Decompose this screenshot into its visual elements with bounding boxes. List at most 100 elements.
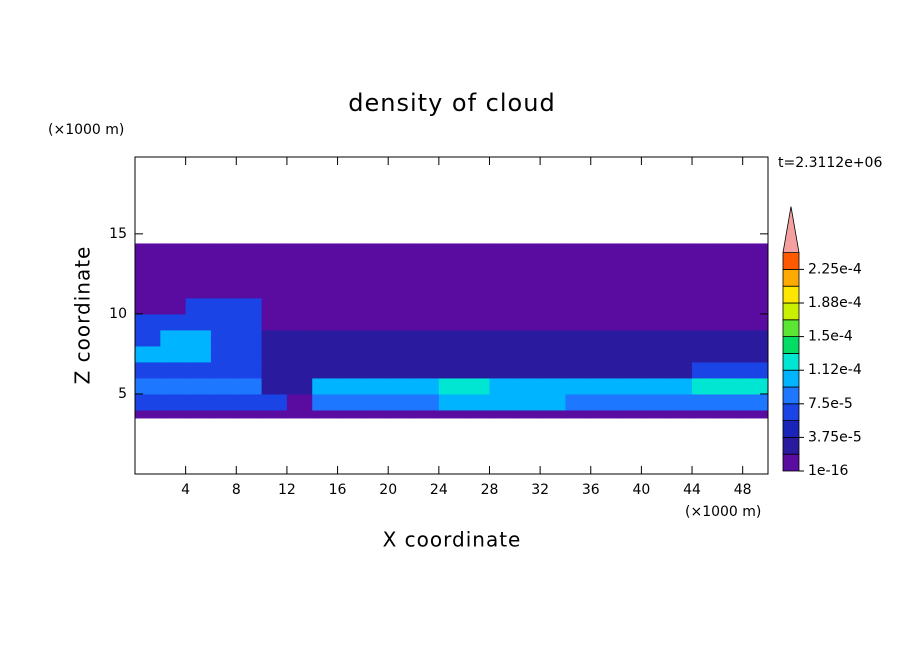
field-cell bbox=[464, 409, 490, 419]
field-cell bbox=[312, 377, 339, 395]
field-cell bbox=[540, 393, 566, 411]
x-axis-label: X coordinate bbox=[383, 528, 522, 552]
field-cell bbox=[337, 281, 364, 299]
field-cell bbox=[337, 313, 364, 331]
field-cell bbox=[590, 409, 617, 419]
field-cell bbox=[616, 377, 642, 395]
field-cell bbox=[312, 345, 339, 363]
field-cell bbox=[616, 281, 642, 299]
field-cell bbox=[185, 345, 212, 363]
y-tick-label: 5 bbox=[118, 386, 127, 402]
field-cell bbox=[489, 265, 516, 283]
field-cell bbox=[185, 393, 212, 411]
colorbar-band bbox=[782, 252, 800, 270]
field-cell bbox=[438, 393, 465, 411]
field-cell bbox=[312, 329, 339, 347]
colorbar-tick-label: 2.25e-4 bbox=[808, 261, 862, 277]
field-cell bbox=[312, 265, 339, 283]
colorbar-tick-label: 1e-16 bbox=[808, 463, 848, 479]
field-cell bbox=[337, 377, 364, 395]
field-cell bbox=[489, 249, 516, 267]
field-cell bbox=[286, 249, 313, 267]
field-cell bbox=[692, 281, 718, 299]
plot-frame bbox=[134, 156, 769, 475]
field-cell bbox=[717, 409, 744, 419]
field-cell bbox=[540, 249, 566, 267]
field-cell bbox=[666, 297, 693, 315]
field-cell bbox=[489, 393, 516, 411]
field-cell bbox=[185, 329, 212, 347]
field-cell bbox=[565, 329, 592, 347]
field-cell bbox=[413, 243, 440, 251]
field-cell bbox=[185, 243, 212, 251]
field-cell bbox=[540, 281, 566, 299]
field-cell bbox=[337, 265, 364, 283]
field-cell bbox=[666, 409, 693, 419]
x-tick-label: 24 bbox=[430, 482, 448, 498]
field-cell bbox=[160, 409, 187, 419]
field-cell bbox=[185, 265, 212, 283]
field-cell bbox=[514, 297, 541, 315]
x-tick-label: 8 bbox=[232, 482, 241, 498]
field-cell bbox=[616, 243, 642, 251]
field-cell bbox=[388, 361, 415, 379]
y-tick-label: 10 bbox=[109, 306, 127, 322]
colorbar-tick-label: 1.5e-4 bbox=[808, 329, 853, 345]
field-cell bbox=[540, 361, 566, 379]
field-cell bbox=[236, 377, 263, 395]
field-cell bbox=[185, 313, 212, 331]
x-tick-label: 40 bbox=[632, 482, 650, 498]
colorbar-band bbox=[782, 420, 800, 438]
field-cell bbox=[590, 377, 617, 395]
field-cell bbox=[261, 243, 288, 251]
field-cell bbox=[514, 249, 541, 267]
field-cell bbox=[160, 249, 187, 267]
axes: 4 8 12 16 20 24 28 32 36 40 44 48510151e-163.75e-57… bbox=[109, 156, 862, 498]
field-cell bbox=[590, 281, 617, 299]
field-cell bbox=[210, 361, 237, 379]
field-cell bbox=[413, 297, 440, 315]
field-cell bbox=[540, 313, 566, 331]
field-cell bbox=[236, 329, 263, 347]
field-cell bbox=[261, 361, 288, 379]
field-cell bbox=[666, 249, 693, 267]
field-cell bbox=[742, 377, 769, 395]
field-cell bbox=[135, 329, 161, 347]
field-cell bbox=[337, 393, 364, 411]
field-cell bbox=[590, 329, 617, 347]
field-cell bbox=[362, 361, 389, 379]
field-cell bbox=[210, 409, 237, 419]
field-cell bbox=[742, 345, 769, 363]
colorbar-band bbox=[782, 453, 800, 472]
field-cell bbox=[692, 265, 718, 283]
field-cell bbox=[388, 393, 415, 411]
field-cell bbox=[362, 345, 389, 363]
field-cell bbox=[666, 329, 693, 347]
field-cell bbox=[210, 393, 237, 411]
field-cell bbox=[717, 243, 744, 251]
field-cell bbox=[413, 409, 440, 419]
field-cell bbox=[464, 377, 490, 395]
colorbar-band bbox=[782, 336, 800, 354]
field-cell bbox=[210, 281, 237, 299]
field-cell bbox=[540, 345, 566, 363]
field-cell bbox=[666, 345, 693, 363]
field-cell bbox=[742, 249, 769, 267]
field-cell bbox=[236, 361, 263, 379]
field-cell bbox=[464, 281, 490, 299]
field-cell bbox=[413, 265, 440, 283]
field-cell bbox=[666, 361, 693, 379]
x-tick-label: 36 bbox=[582, 482, 600, 498]
field-cell bbox=[514, 313, 541, 331]
field-cell bbox=[565, 281, 592, 299]
field-cell bbox=[236, 345, 263, 363]
chart-title: density of cloud bbox=[348, 89, 555, 117]
field-cell bbox=[464, 265, 490, 283]
field-cell bbox=[438, 361, 465, 379]
field-cell bbox=[641, 409, 668, 419]
x-tick-label: 44 bbox=[683, 482, 701, 498]
field-cell bbox=[641, 243, 668, 251]
field-cell bbox=[337, 345, 364, 363]
field-cell bbox=[236, 393, 263, 411]
